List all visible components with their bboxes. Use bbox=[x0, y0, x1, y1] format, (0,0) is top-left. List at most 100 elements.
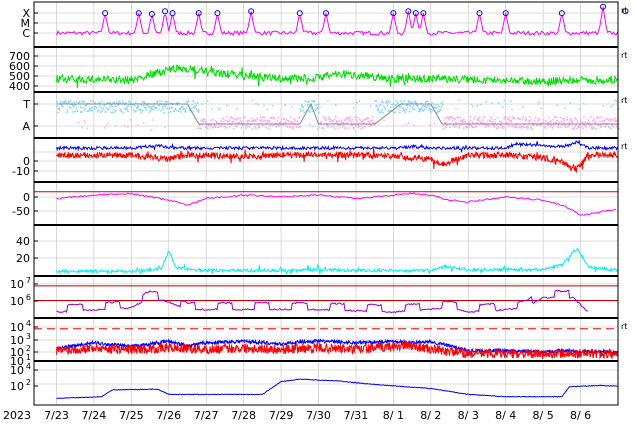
right-axis-mark: rt bbox=[621, 96, 627, 105]
imf-direction-point bbox=[291, 127, 293, 129]
imf-direction-point bbox=[93, 106, 96, 108]
imf-direction-point bbox=[337, 127, 339, 129]
imf-direction-point bbox=[320, 120, 322, 123]
imf-direction-point bbox=[492, 120, 494, 123]
imf-direction-point bbox=[103, 127, 106, 129]
imf-direction-point bbox=[483, 116, 485, 118]
imf-direction-point bbox=[324, 119, 327, 121]
imf-direction-point bbox=[593, 117, 595, 120]
right-axis-mark: rt bbox=[621, 322, 627, 331]
imf-direction-point bbox=[592, 119, 594, 122]
proton-density-line bbox=[56, 247, 619, 276]
x-tick-label: 8/ 2 bbox=[420, 409, 441, 422]
imf-direction-point bbox=[192, 100, 194, 103]
imf-direction-point bbox=[402, 125, 404, 127]
imf-direction-point bbox=[387, 100, 390, 103]
imf-direction-point bbox=[615, 100, 618, 102]
imf-direction-point bbox=[327, 100, 329, 102]
imf-direction-point bbox=[359, 119, 362, 122]
imf-direction-point bbox=[192, 107, 194, 109]
imf-direction-point bbox=[363, 118, 365, 121]
imf-direction-point bbox=[497, 101, 500, 104]
imf-direction-point bbox=[442, 127, 445, 130]
imf-direction-point bbox=[370, 124, 373, 127]
imf-direction-point bbox=[562, 122, 565, 125]
imf-direction-point bbox=[330, 120, 333, 122]
imf-direction-point bbox=[73, 101, 75, 104]
imf-direction-point bbox=[512, 116, 515, 118]
imf-direction-point bbox=[482, 119, 484, 121]
imf-direction-point bbox=[321, 127, 324, 130]
imf-bz-line bbox=[56, 147, 618, 174]
imf-direction-point bbox=[226, 127, 228, 129]
imf-direction-point bbox=[406, 104, 409, 106]
imf-direction-point bbox=[352, 127, 355, 130]
imf-direction-point bbox=[84, 121, 87, 123]
imf-direction-point bbox=[81, 100, 83, 102]
imf-direction-point bbox=[137, 124, 139, 127]
imf-direction-point bbox=[378, 111, 381, 114]
imf-direction-point bbox=[395, 100, 398, 102]
imf-direction-point bbox=[412, 108, 415, 111]
imf-direction-point bbox=[107, 101, 109, 104]
imf-direction-point bbox=[288, 126, 291, 129]
imf-direction-point bbox=[210, 124, 212, 126]
flare-marker bbox=[296, 10, 303, 17]
imf-direction-point bbox=[334, 104, 337, 106]
imf-direction-point bbox=[601, 116, 603, 119]
imf-direction-point bbox=[556, 116, 558, 118]
imf-direction-point bbox=[405, 123, 408, 126]
imf-direction-point bbox=[377, 109, 380, 111]
imf-direction-point bbox=[236, 108, 238, 110]
imf-direction-point bbox=[126, 106, 128, 109]
imf-direction-point bbox=[597, 124, 600, 127]
imf-direction-point bbox=[347, 117, 349, 120]
imf-direction-point bbox=[610, 119, 612, 122]
xray-flux-line bbox=[56, 6, 619, 37]
imf-direction-point bbox=[228, 119, 230, 122]
imf-direction-point bbox=[100, 106, 102, 109]
imf-direction-point bbox=[139, 108, 142, 111]
imf-direction-point bbox=[255, 127, 257, 130]
imf-direction-point bbox=[475, 122, 477, 124]
imf-direction-point bbox=[98, 102, 100, 105]
imf-direction-point bbox=[601, 120, 603, 122]
imf-direction-point bbox=[62, 105, 64, 108]
imf-direction-point bbox=[376, 109, 379, 112]
imf-direction-point bbox=[552, 122, 555, 124]
imf-direction-point bbox=[407, 122, 410, 124]
imf-direction-point bbox=[441, 101, 444, 103]
x-tick-label: 8/ 5 bbox=[533, 409, 554, 422]
imf-direction-point bbox=[384, 107, 386, 110]
imf-direction-point bbox=[448, 118, 451, 121]
imf-direction-point bbox=[531, 122, 534, 124]
imf-direction-point bbox=[151, 108, 154, 110]
imf-direction-point bbox=[57, 111, 60, 114]
imf-direction-point bbox=[56, 105, 59, 108]
imf-direction-point bbox=[196, 102, 199, 104]
imf-direction-point bbox=[178, 108, 181, 111]
imf-direction-point bbox=[397, 103, 400, 106]
imf-direction-point bbox=[468, 121, 471, 124]
imf-direction-point bbox=[414, 101, 417, 104]
imf-direction-point bbox=[153, 105, 155, 107]
imf-direction-point bbox=[66, 111, 69, 114]
flare-marker bbox=[214, 10, 221, 17]
imf-direction-point bbox=[574, 117, 576, 119]
imf-direction-point bbox=[68, 105, 71, 108]
imf-direction-point bbox=[194, 102, 197, 105]
imf-direction-point bbox=[569, 119, 572, 122]
imf-direction-point bbox=[583, 103, 585, 105]
imf-direction-point bbox=[313, 100, 316, 102]
imf-direction-point bbox=[531, 127, 534, 130]
y-tick-exponent: 1 bbox=[26, 353, 31, 362]
imf-direction-point bbox=[419, 110, 421, 112]
imf-direction-point bbox=[309, 123, 311, 126]
imf-direction-point bbox=[83, 109, 86, 112]
imf-direction-point bbox=[327, 126, 329, 128]
imf-direction-point bbox=[135, 101, 137, 104]
imf-direction-point bbox=[512, 117, 515, 120]
imf-direction-point bbox=[142, 105, 145, 107]
imf-direction-point bbox=[501, 125, 503, 128]
imf-direction-point bbox=[427, 104, 429, 107]
